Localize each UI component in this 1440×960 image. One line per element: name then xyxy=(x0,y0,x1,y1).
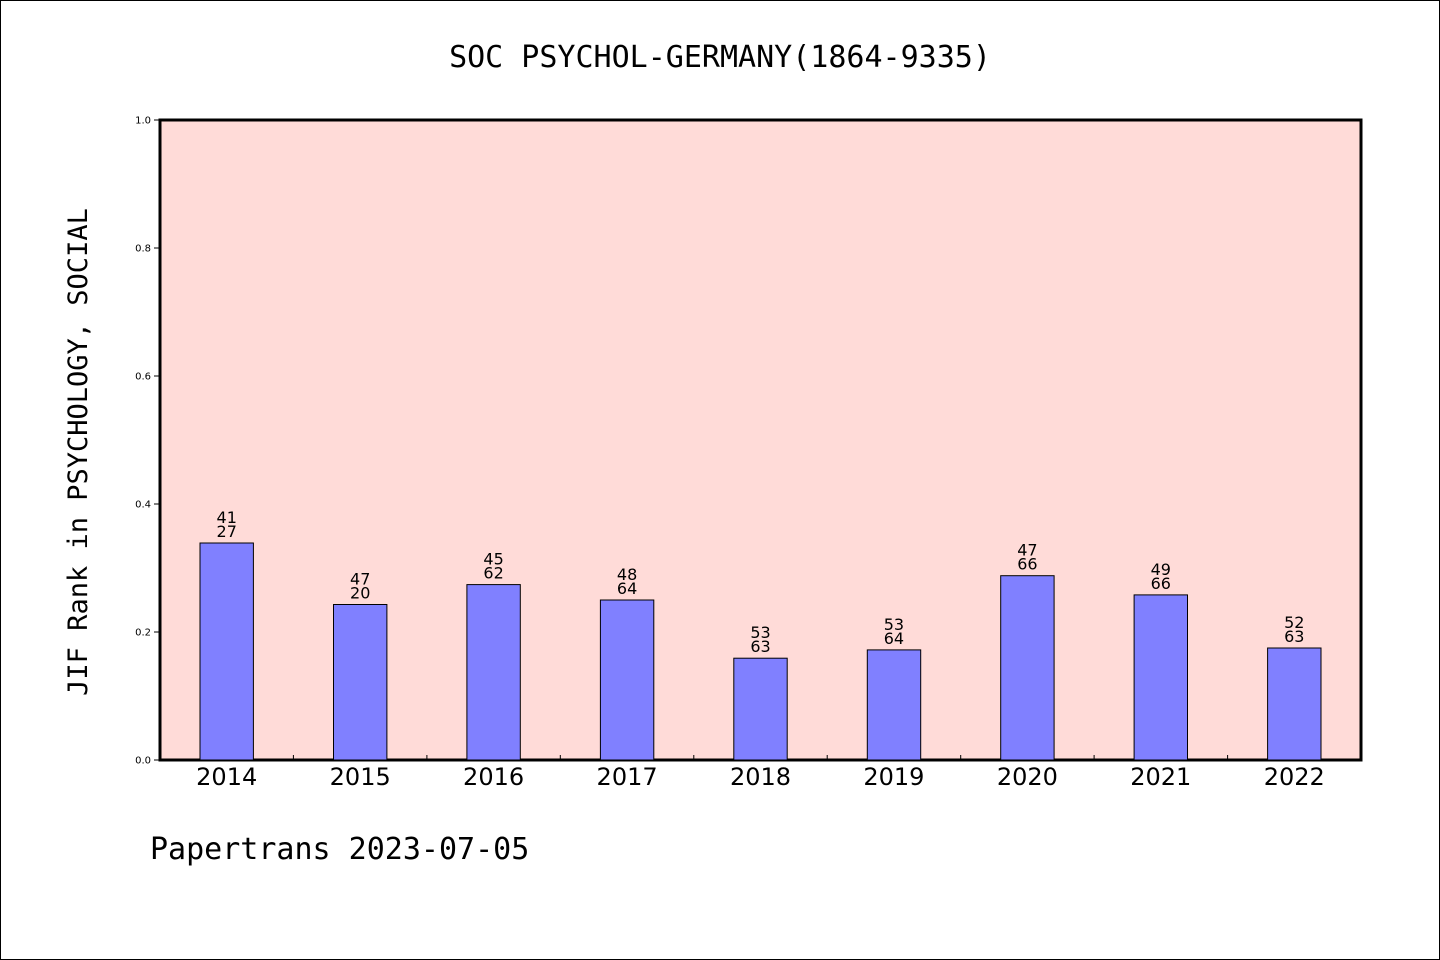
x-tick-label-2019: 2019 xyxy=(863,763,924,791)
bar-2014 xyxy=(199,542,254,761)
y-tick-label-3: 0.6 xyxy=(135,372,151,383)
x-tick-label-2014: 2014 xyxy=(196,763,257,791)
bar-label-bottom-2019: 64 xyxy=(884,629,904,648)
bar-label-bottom-2014: 27 xyxy=(217,522,237,541)
x-tick-label-2016: 2016 xyxy=(463,763,524,791)
bar-label-bottom-2018: 63 xyxy=(750,637,770,656)
y-axis: 0.0 0.2 0.4 0.6 0.8 1.0 xyxy=(135,116,160,767)
footer-credit: Papertrans 2023-07-05 xyxy=(150,832,530,867)
bar-label-top-2018: 53 xyxy=(750,623,770,642)
y-tick-label-2: 0.4 xyxy=(135,500,151,511)
bar-2018 xyxy=(733,657,788,761)
y-tick-label-0: 0.0 xyxy=(135,756,151,767)
bar-2021 xyxy=(1133,594,1188,761)
bar-label-top-2016: 45 xyxy=(483,550,503,569)
bar-label-bottom-2017: 64 xyxy=(617,579,637,598)
bar-2019 xyxy=(866,649,922,761)
y-axis-label: JIF Rank in PSYCHOLOGY, SOCIAL xyxy=(63,208,94,696)
x-tick-label-2021: 2021 xyxy=(1130,763,1191,791)
chart-title: SOC PSYCHOL-GERMANY(1864-9335) xyxy=(449,40,991,75)
bar-2022 xyxy=(1267,647,1322,761)
bar-2016 xyxy=(466,584,521,761)
bar-label-bottom-2016: 62 xyxy=(483,564,503,583)
y-tick-label-1: 0.2 xyxy=(135,628,151,639)
x-tick-label-2015: 2015 xyxy=(330,763,391,791)
bar-label-top-2020: 47 xyxy=(1017,541,1037,560)
y-tick-label-5: 1.0 xyxy=(135,116,151,127)
bar-label-bottom-2022: 63 xyxy=(1284,627,1304,646)
x-tick-label-2022: 2022 xyxy=(1264,763,1325,791)
bar-label-bottom-2020: 66 xyxy=(1017,555,1037,574)
x-tick-label-2020: 2020 xyxy=(997,763,1058,791)
bar-label-bottom-2015: 20 xyxy=(350,584,370,603)
bar-label-bottom-2021: 66 xyxy=(1151,574,1171,593)
y-tick-label-4: 0.8 xyxy=(135,244,151,255)
bars-group xyxy=(199,542,1322,761)
bar-label-top-2014: 41 xyxy=(217,508,237,527)
bar-2020 xyxy=(1000,575,1055,761)
x-tick-label-2017: 2017 xyxy=(597,763,658,791)
bar-label-top-2019: 53 xyxy=(884,615,904,634)
bar-label-top-2022: 52 xyxy=(1284,613,1304,632)
x-axis: 2014 2015 2016 2017 2018 2019 2020 2021 2022 xyxy=(196,755,1325,791)
bar-2017 xyxy=(599,599,655,761)
bar-label-top-2015: 47 xyxy=(350,570,370,589)
bar-label-top-2017: 48 xyxy=(617,565,637,584)
bar-2015 xyxy=(333,604,388,761)
x-tick-label-2018: 2018 xyxy=(730,763,791,791)
bar-label-top-2021: 49 xyxy=(1151,560,1171,579)
